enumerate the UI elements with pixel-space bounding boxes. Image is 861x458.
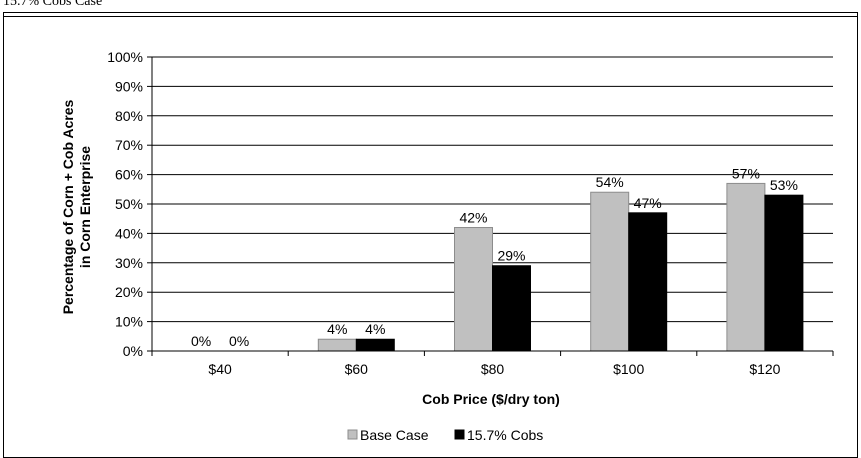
legend-swatch-cobs-15-7 bbox=[454, 429, 465, 440]
bar-cobs-15-7 bbox=[764, 194, 804, 352]
bar-cobs-15-7 bbox=[355, 338, 395, 352]
y-tick-label: 80% bbox=[115, 108, 143, 124]
x-axis-ticks: $40 $60 $80 $100 $120 bbox=[151, 351, 834, 377]
x-tick-label: $120 bbox=[749, 361, 780, 377]
data-label-cobs-15-7: 29% bbox=[497, 248, 525, 264]
legend-label-cobs-15-7: 15.7% Cobs bbox=[467, 427, 543, 443]
x-tick-label: $40 bbox=[208, 361, 232, 377]
data-label-base-case: 4% bbox=[327, 321, 347, 337]
bar-base-case bbox=[590, 191, 630, 352]
bar-base-case bbox=[317, 338, 357, 352]
bar-base-case bbox=[726, 182, 766, 352]
y-tick-label: 0% bbox=[123, 343, 143, 359]
figure-caption: 15.7% Cobs Case bbox=[3, 0, 103, 9]
y-tick-label: 20% bbox=[115, 284, 143, 300]
y-tick-label: 50% bbox=[115, 196, 143, 212]
legend-label-base-case: Base Case bbox=[360, 427, 429, 443]
x-axis bbox=[151, 57, 833, 352]
legend-swatch-base-case bbox=[347, 429, 358, 440]
y-tick-label: 30% bbox=[115, 255, 143, 271]
data-label-cobs-15-7: 53% bbox=[770, 177, 798, 193]
y-tick-label: 10% bbox=[115, 314, 143, 330]
bar-base-case bbox=[454, 227, 493, 352]
bars bbox=[317, 182, 804, 352]
y-tick-label: 40% bbox=[115, 225, 143, 241]
data-label-cobs-15-7: 0% bbox=[229, 333, 249, 349]
data-label-cobs-15-7: 4% bbox=[365, 321, 385, 337]
bar-cobs-15-7 bbox=[492, 265, 531, 352]
data-label-base-case: 54% bbox=[596, 174, 624, 190]
data-label-base-case: 42% bbox=[459, 210, 487, 226]
y-axis-title: Percentage of Corn + Cob Acres in Corn E… bbox=[60, 99, 93, 314]
x-tick-label: $100 bbox=[613, 361, 644, 377]
y-axis-title-line2: in Corn Enterprise bbox=[77, 146, 93, 268]
legend: Base Case 15.7% Cobs bbox=[347, 427, 543, 443]
x-tick-label: $60 bbox=[345, 361, 369, 377]
y-axis-ticks: 0% 10% 20% 30% 40% 50% 60% 70% 80% 90% 100% bbox=[107, 49, 152, 359]
data-labels: 0% 4% 42% 54% 57% 0% 4% 29% 47% 53% bbox=[191, 165, 798, 349]
y-tick-label: 100% bbox=[107, 49, 143, 65]
data-label-cobs-15-7: 47% bbox=[634, 195, 662, 211]
y-tick-label: 90% bbox=[115, 78, 143, 94]
x-tick-label: $80 bbox=[481, 361, 505, 377]
data-label-base-case: 0% bbox=[191, 333, 211, 349]
frame-double-rule bbox=[3, 16, 858, 17]
x-axis-title: Cob Price ($/dry ton) bbox=[422, 391, 560, 407]
y-tick-label: 60% bbox=[115, 167, 143, 183]
bar-cobs-15-7 bbox=[628, 212, 668, 352]
y-tick-label: 70% bbox=[115, 137, 143, 153]
y-axis-title-line1: Percentage of Corn + Cob Acres bbox=[60, 99, 76, 314]
data-label-base-case: 57% bbox=[732, 165, 760, 181]
